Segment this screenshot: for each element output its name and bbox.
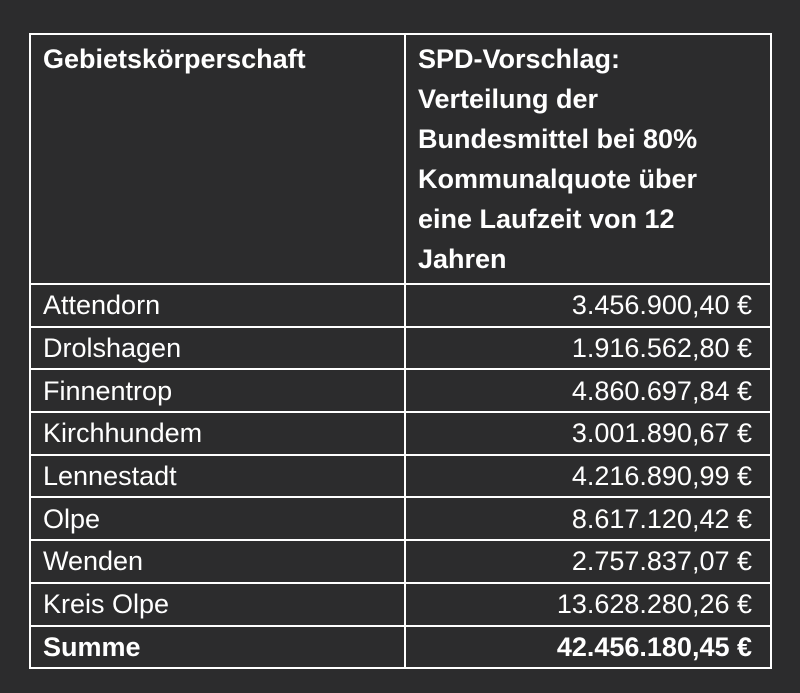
amount-cell: 4.860.697,84 €	[404, 368, 772, 414]
header-cell: SPD-Vorschlag: Verteilung der Bundesmitt…	[404, 33, 772, 285]
amount-cell: 8.617.120,42 €	[404, 496, 772, 542]
table: Gebietskörperschaft SPD-Vorschlag: Verte…	[29, 33, 772, 670]
name-cell: Attendorn	[29, 283, 406, 328]
amount-cell: 2.757.837,07 €	[404, 539, 772, 584]
table-header: Gebietskörperschaft SPD-Vorschlag: Verte…	[29, 33, 772, 285]
table-body: Attendorn 3.456.900,40 € Drolshagen 1.916.5…	[29, 283, 772, 670]
data-row: Lennestadt 4.216.890,99 €	[29, 453, 772, 499]
data-row: Attendorn 3.456.900,40 €	[29, 283, 772, 328]
name-cell: Kreis Olpe	[29, 581, 406, 627]
data-row: Olpe 8.617.120,42 €	[29, 496, 772, 542]
data-row: Finnentrop 4.860.697,84 €	[29, 368, 772, 414]
amount-cell: 3.001.890,67 €	[404, 411, 772, 456]
amount-cell: 4.216.890,99 €	[404, 453, 772, 499]
amount-cell: 3.456.900,40 €	[404, 283, 772, 328]
data-row: Drolshagen 1.916.562,80 €	[29, 325, 772, 371]
amount-cell: 1.916.562,80 €	[404, 325, 772, 371]
name-cell: Summe	[29, 624, 406, 670]
sum-row: Summe 42.456.180,45 €	[29, 624, 772, 670]
name-cell: Finnentrop	[29, 368, 406, 414]
data-row: Kirchhundem 3.001.890,67 €	[29, 411, 772, 456]
name-cell: Lennestadt	[29, 453, 406, 499]
name-cell: Olpe	[29, 496, 406, 542]
name-cell: Drolshagen	[29, 325, 406, 371]
amount-cell: 13.628.280,26 €	[404, 581, 772, 627]
header-cell: Gebietskörperschaft	[29, 33, 406, 285]
data-row: Wenden 2.757.837,07 €	[29, 539, 772, 584]
header-row: Gebietskörperschaft SPD-Vorschlag: Verte…	[29, 33, 772, 285]
data-row: Kreis Olpe 13.628.280,26 €	[29, 581, 772, 627]
name-cell: Wenden	[29, 539, 406, 584]
name-cell: Kirchhundem	[29, 411, 406, 456]
amount-cell: 42.456.180,45 €	[404, 624, 772, 670]
